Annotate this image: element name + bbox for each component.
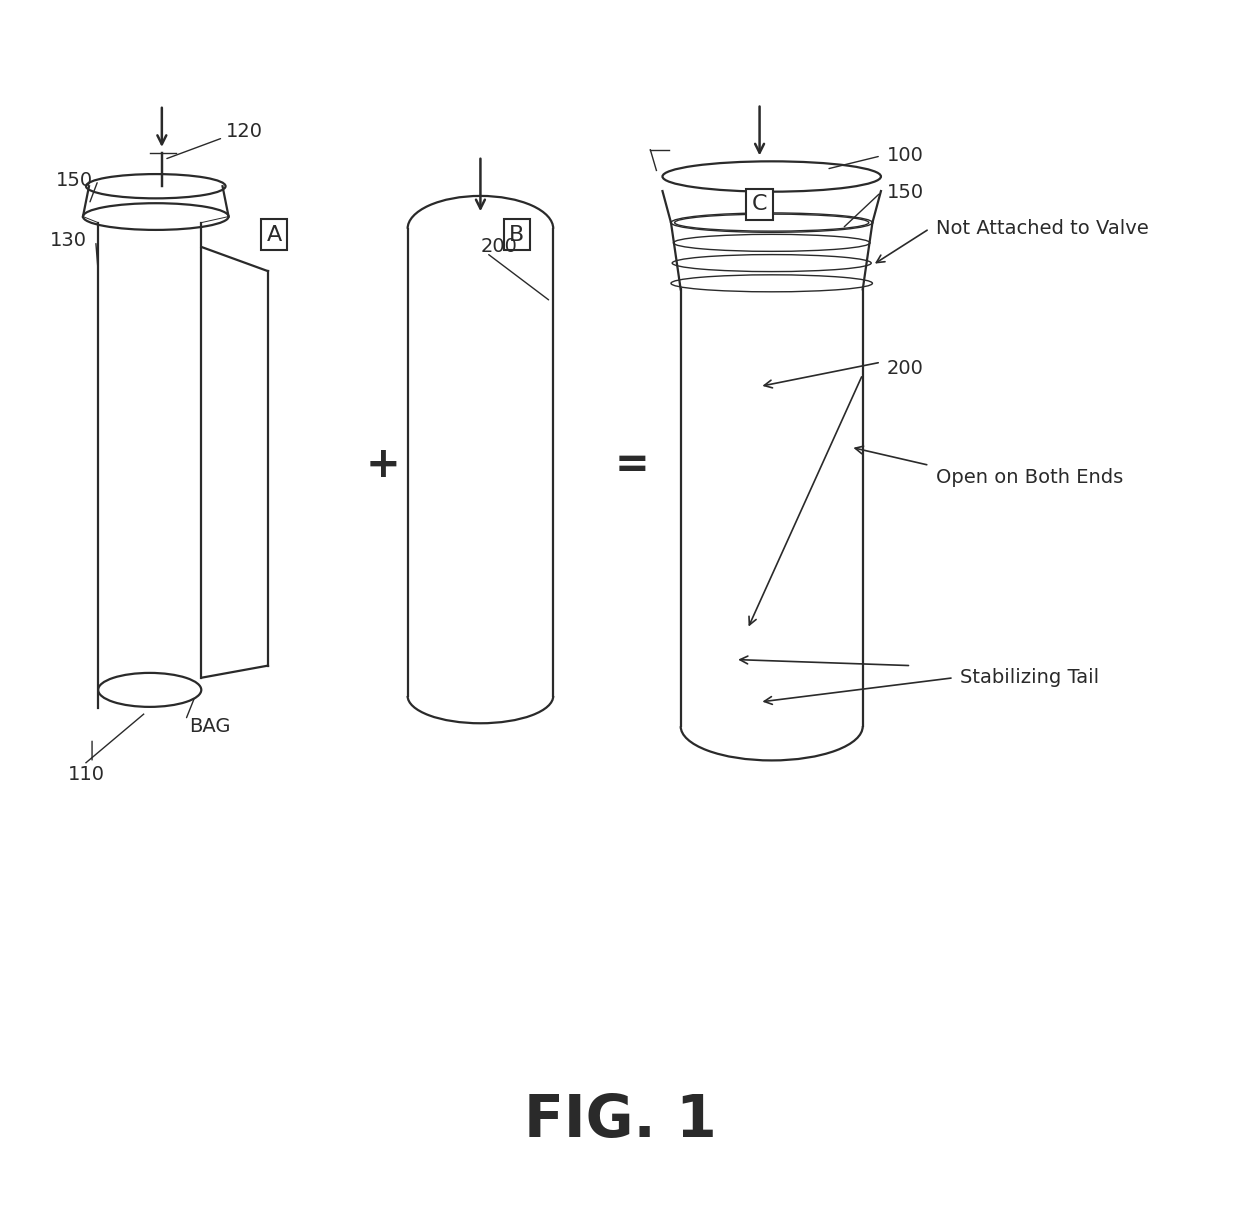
Text: 100: 100	[887, 147, 924, 165]
Text: BAG: BAG	[190, 717, 231, 736]
Text: 130: 130	[50, 231, 87, 251]
Text: 120: 120	[226, 122, 263, 141]
Text: 200: 200	[887, 359, 924, 378]
Text: C: C	[751, 194, 768, 214]
Text: 200: 200	[480, 237, 517, 257]
Text: =: =	[615, 445, 650, 486]
Text: B: B	[510, 225, 525, 244]
Text: 110: 110	[68, 765, 105, 785]
Text: +: +	[366, 445, 401, 486]
Text: Stabilizing Tail: Stabilizing Tail	[960, 668, 1099, 687]
Text: 150: 150	[56, 171, 93, 189]
Text: 150: 150	[887, 183, 924, 202]
Text: Not Attached to Valve: Not Attached to Valve	[935, 219, 1148, 238]
Text: Open on Both Ends: Open on Both Ends	[935, 468, 1122, 488]
Text: A: A	[267, 225, 281, 244]
Text: FIG. 1: FIG. 1	[523, 1092, 717, 1149]
